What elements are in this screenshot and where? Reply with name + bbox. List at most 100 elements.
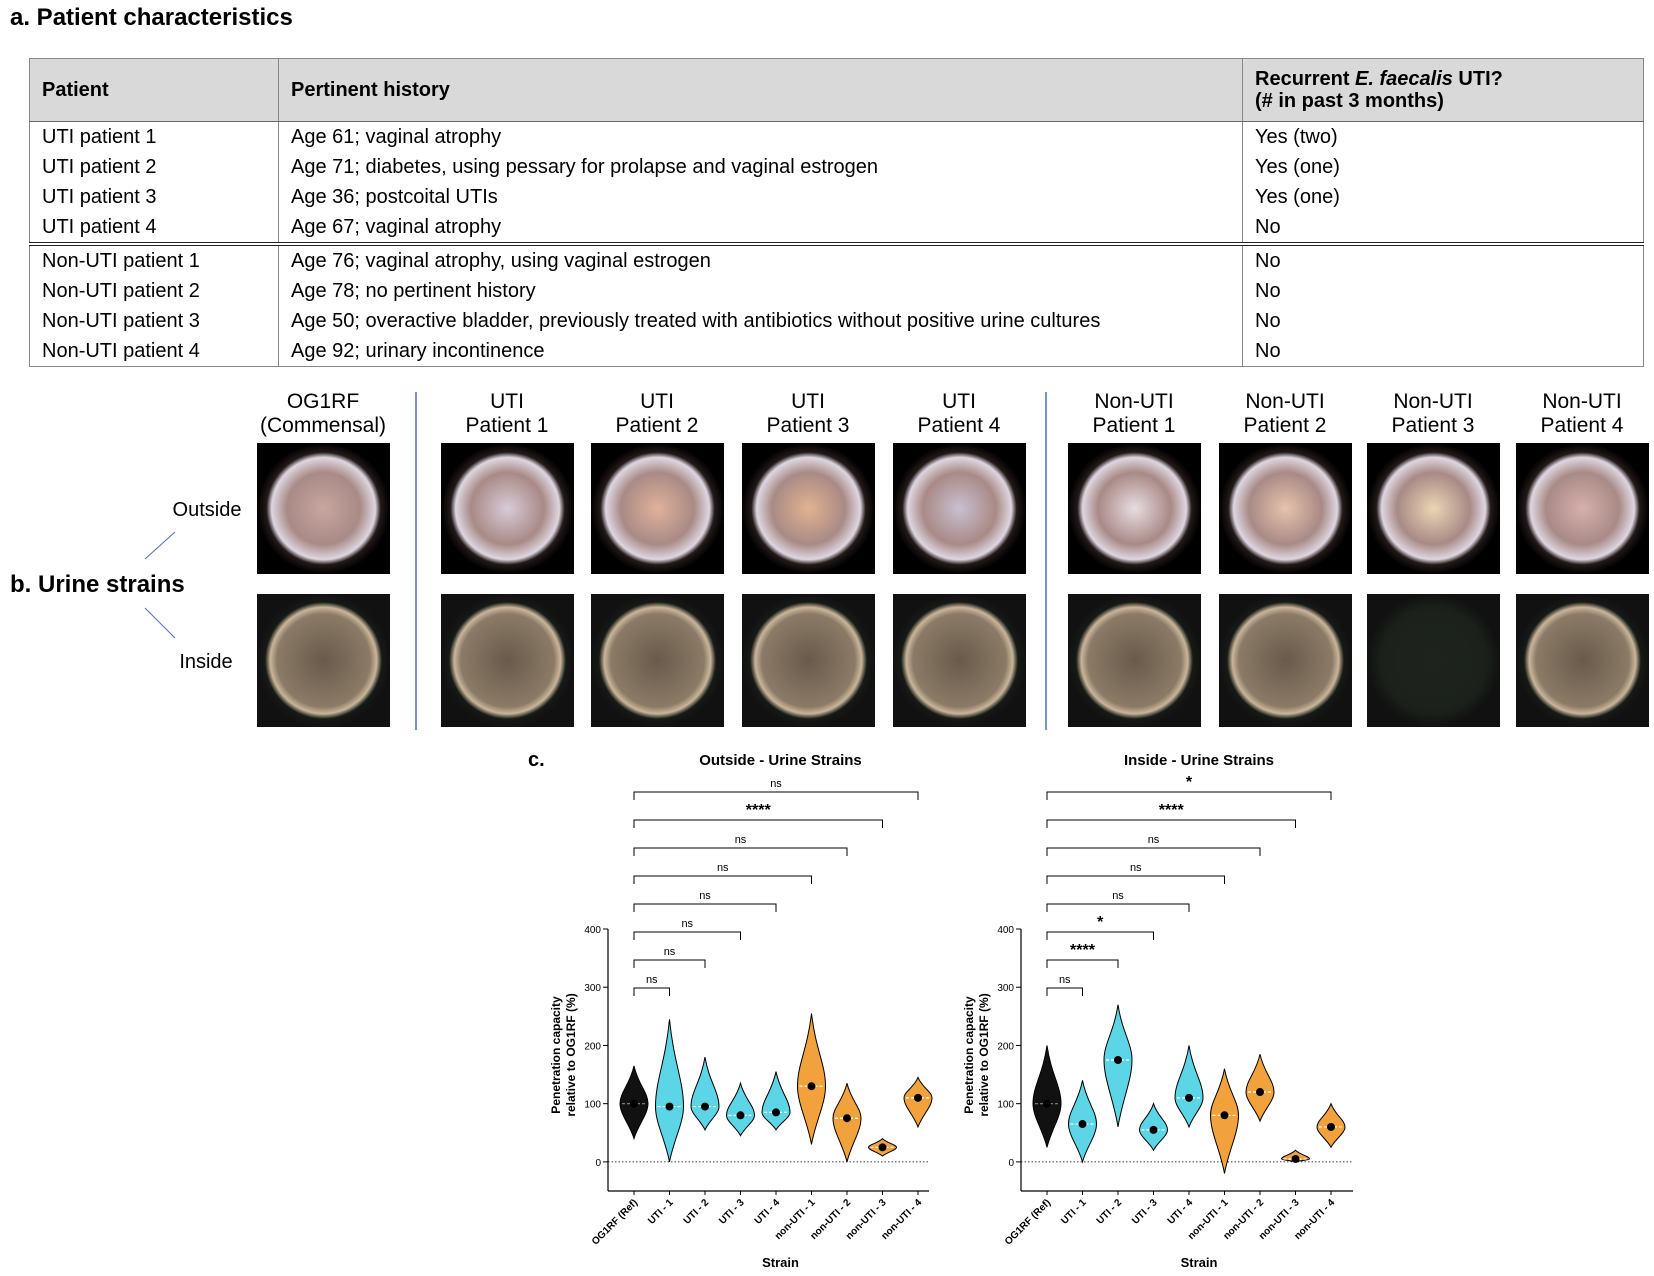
y-axis-label-line: Penetration capacity bbox=[962, 996, 976, 1114]
column-header: Patient 2 bbox=[1244, 414, 1327, 437]
column-header: Patient 3 bbox=[767, 414, 850, 437]
column-header: OG1RF bbox=[287, 390, 359, 413]
table-cell: No bbox=[1242, 336, 1644, 367]
table-cell: Age 92; urinary incontinence bbox=[278, 336, 1243, 367]
photo-inside bbox=[257, 594, 390, 727]
x-tick-label: UTI - 3 bbox=[717, 1197, 747, 1227]
table-cell: Non-UTI patient 2 bbox=[29, 276, 279, 306]
median-dot bbox=[772, 1108, 780, 1117]
photo-inside bbox=[1516, 594, 1649, 727]
violin bbox=[725, 1081, 756, 1137]
significance-bracket bbox=[633, 959, 706, 968]
photo-outside bbox=[441, 443, 574, 574]
median-dot bbox=[665, 1102, 674, 1111]
table-row: UTI patient 2 Age 71; diabetes, using pes… bbox=[29, 152, 1644, 182]
y-tick-label: 400 bbox=[997, 925, 1014, 936]
photo-inside bbox=[742, 594, 875, 727]
photo-inside bbox=[1219, 594, 1352, 727]
significance-label: ns bbox=[1130, 862, 1142, 874]
median-dot bbox=[1114, 1056, 1122, 1064]
column-header: UTI bbox=[942, 390, 976, 413]
significance-bracket bbox=[633, 847, 848, 856]
column-header: UTI bbox=[791, 390, 825, 413]
y-tick-label: 200 bbox=[997, 1041, 1014, 1052]
y-axis-label: Penetration capacityrelative to OG1RF (%… bbox=[962, 993, 991, 1116]
table-row: Non-UTI patient 1 Age 76; vaginal atrophy… bbox=[29, 244, 1644, 276]
chart-title: Inside - Urine Strains bbox=[1124, 752, 1274, 769]
header-text: E. faecalis bbox=[1355, 68, 1453, 90]
significance-bracket bbox=[633, 903, 777, 912]
y-tick-label: 200 bbox=[584, 1041, 601, 1052]
table-cell: Age 78; no pertinent history bbox=[278, 276, 1243, 306]
x-axis-label: Strain bbox=[762, 1255, 799, 1270]
median-dot bbox=[807, 1082, 816, 1091]
header-cell: Recurrent E. faecalis UTI? (# in past 3 m… bbox=[1242, 58, 1644, 122]
table-cell: No bbox=[1242, 212, 1644, 246]
significance-label: * bbox=[1186, 774, 1193, 791]
median-dot bbox=[1291, 1154, 1300, 1163]
table-cell: Age 36; postcoital UTIs bbox=[278, 182, 1243, 212]
significance-bracket bbox=[633, 931, 741, 940]
photo-inside bbox=[1367, 594, 1500, 727]
table-cell: Yes (one) bbox=[1242, 152, 1644, 182]
table-row: UTI patient 1 Age 61; vaginal atrophy Yes … bbox=[29, 121, 1644, 152]
photo-outside bbox=[742, 443, 875, 574]
significance-label: **** bbox=[1159, 802, 1185, 819]
table-cell: UTI patient 2 bbox=[29, 152, 279, 182]
column-header: Patient 4 bbox=[918, 414, 1001, 437]
photo-outside bbox=[591, 443, 724, 574]
violin bbox=[1209, 1068, 1240, 1174]
significance-label: ns bbox=[1148, 834, 1160, 846]
significance-label: ns bbox=[681, 918, 693, 930]
x-tick-label: UTI - 1 bbox=[1059, 1197, 1089, 1227]
table-row: Non-UTI patient 2 Age 78; no pertinent hi… bbox=[29, 276, 1644, 306]
violin bbox=[796, 1013, 827, 1145]
table-cell: Age 76; vaginal atrophy, using vaginal e… bbox=[278, 244, 1243, 276]
photo-outside bbox=[1219, 443, 1352, 574]
significance-bracket bbox=[1046, 903, 1190, 912]
table-row: UTI patient 3 Age 36; postcoital UTIs Yes … bbox=[29, 182, 1644, 212]
significance-bracket bbox=[1046, 847, 1261, 856]
significance-bracket bbox=[633, 819, 883, 828]
column-header: Non-UTI bbox=[1393, 390, 1472, 413]
median-dot bbox=[914, 1093, 922, 1102]
y-tick-label: 300 bbox=[584, 983, 601, 994]
column-header: Non-UTI bbox=[1542, 390, 1621, 413]
y-tick-label: 400 bbox=[584, 925, 601, 936]
table-row: Non-UTI patient 3 Age 50; overactive blad… bbox=[29, 306, 1644, 336]
y-axis-label: Penetration capacityrelative to OG1RF (%… bbox=[549, 993, 578, 1116]
table-cell: Age 61; vaginal atrophy bbox=[278, 121, 1243, 152]
table-cell: UTI patient 3 bbox=[29, 182, 279, 212]
y-axis-label-line: relative to OG1RF (%) bbox=[977, 993, 991, 1116]
significance-bracket bbox=[1046, 819, 1296, 828]
header-cell: Pertinent history bbox=[278, 58, 1243, 122]
photo-outside bbox=[1516, 443, 1649, 574]
x-axis-label: Strain bbox=[1181, 1255, 1218, 1270]
median-dot bbox=[843, 1114, 851, 1123]
violin bbox=[1103, 1004, 1133, 1128]
violin bbox=[690, 1057, 720, 1132]
table-cell: Age 71; diabetes, using pessary for prol… bbox=[278, 152, 1243, 182]
median-dot bbox=[1078, 1120, 1087, 1129]
header-text: UTI? bbox=[1452, 68, 1503, 90]
column-header: Patient 1 bbox=[1093, 414, 1176, 437]
significance-label: **** bbox=[746, 802, 772, 819]
significance-bracket bbox=[633, 875, 812, 884]
significance-label: **** bbox=[1070, 942, 1096, 959]
row-label: Inside bbox=[179, 651, 232, 673]
violin bbox=[761, 1071, 791, 1131]
header-cell: Patient bbox=[29, 58, 279, 122]
y-tick-label: 100 bbox=[584, 1100, 601, 1111]
row-label: Outside bbox=[173, 499, 242, 521]
y-tick-label: 0 bbox=[1008, 1158, 1014, 1169]
significance-label: ns bbox=[664, 946, 676, 958]
column-header: Patient 4 bbox=[1541, 414, 1624, 437]
panel-label: c. bbox=[528, 749, 545, 771]
x-tick-label: OG1RF (Ref) bbox=[590, 1197, 640, 1247]
median-dot bbox=[1256, 1088, 1264, 1097]
median-dot bbox=[1043, 1099, 1051, 1108]
column-header: Non-UTI bbox=[1245, 390, 1324, 413]
column-header: Patient 1 bbox=[466, 414, 549, 437]
table-cell: Non-UTI patient 1 bbox=[29, 244, 279, 276]
